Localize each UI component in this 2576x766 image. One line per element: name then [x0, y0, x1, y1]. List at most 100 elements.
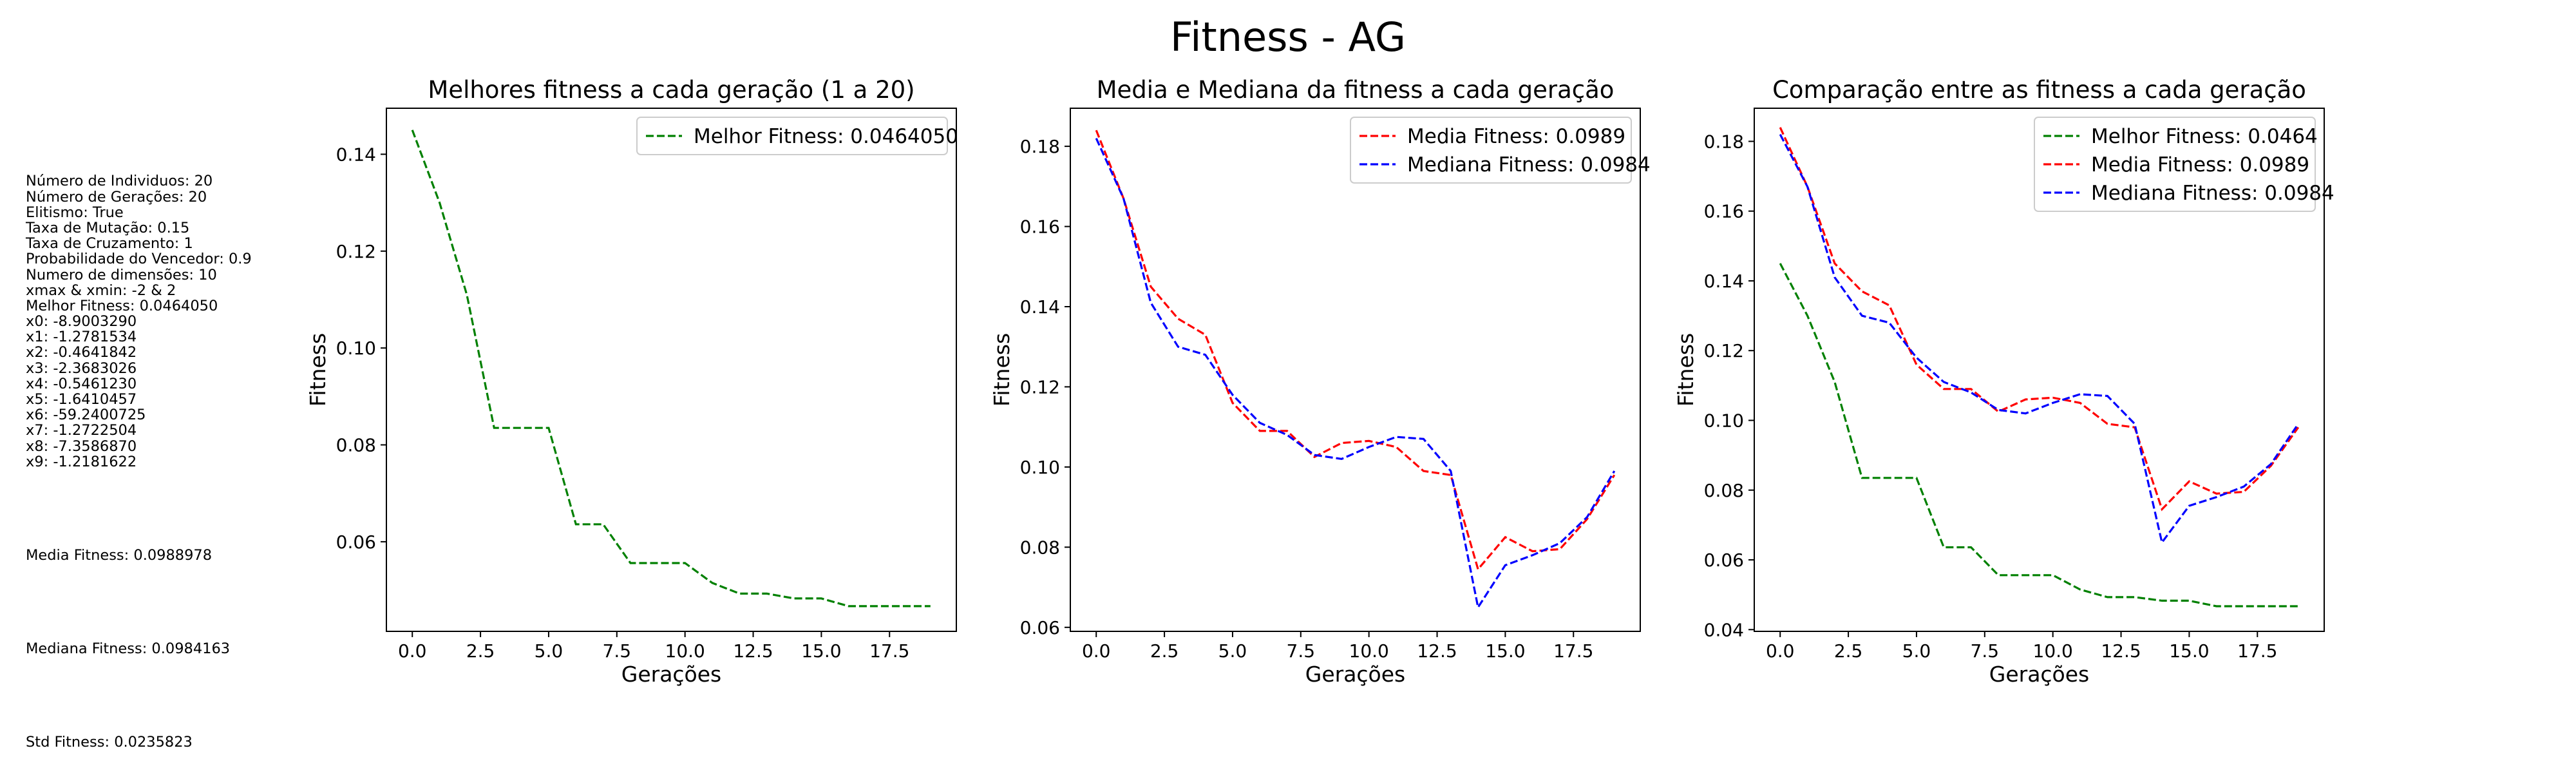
chart-1: Melhores fitness a cada geração (1 a 20)… — [305, 76, 958, 687]
x-tick-label: 2.5 — [466, 640, 495, 662]
y-tick-label: 0.08 — [1704, 480, 1744, 501]
legend-label: Media Fitness: 0.0989 — [2091, 153, 2309, 177]
mediana-fitness-text: Mediana Fitness: 0.0984163 — [26, 640, 231, 658]
parameter-line: Melhor Fitness: 0.0464050 — [26, 297, 218, 314]
x-tick-label: 15.0 — [801, 640, 841, 662]
x-tick-label: 5.0 — [1218, 640, 1247, 662]
x-axis-label: Gerações — [621, 662, 722, 687]
parameter-line: x9: -1.2181622 — [26, 453, 137, 470]
x-tick-label: 12.5 — [2101, 640, 2141, 662]
y-tick-label: 0.08 — [336, 435, 376, 456]
y-tick-label: 0.12 — [336, 241, 376, 262]
parameter-line: x7: -1.2722504 — [26, 422, 137, 439]
x-tick-label: 7.5 — [603, 640, 632, 662]
chart-2: Media e Mediana da fitness a cada geraçã… — [989, 76, 1651, 687]
y-tick-label: 0.06 — [1020, 617, 1060, 638]
y-tick-label: 0.12 — [1704, 340, 1744, 361]
y-tick-label: 0.06 — [1704, 550, 1744, 571]
x-tick-label: 5.0 — [1902, 640, 1931, 662]
y-tick-label: 0.10 — [1704, 410, 1744, 431]
std-fitness-text: Std Fitness: 0.0235823 — [26, 734, 193, 751]
parameter-list: Número de Individuos: 20 Número de Geraçõ… — [26, 173, 252, 470]
parameter-line: x3: -2.3683026 — [26, 359, 137, 377]
chart-3: Comparação entre as fitness a cada geraç… — [1673, 76, 2334, 687]
y-tick-label: 0.16 — [1020, 216, 1060, 238]
legend-label: Mediana Fitness: 0.0984 — [1407, 153, 1651, 177]
parameter-line: Probabilidade do Vencedor: 0.9 — [26, 251, 252, 268]
series-line — [1095, 129, 1616, 571]
x-tick-label: 0.0 — [1766, 640, 1795, 662]
y-tick-label: 0.14 — [336, 144, 376, 165]
y-tick-label: 0.14 — [1704, 271, 1744, 292]
y-axis-label: Fitness — [305, 333, 330, 407]
chart-title: Comparação entre as fitness a cada geraç… — [1772, 76, 2306, 104]
legend-label: Mediana Fitness: 0.0984 — [2091, 182, 2334, 205]
parameter-line: x0: -8.9003290 — [26, 313, 137, 330]
y-tick-label: 0.10 — [336, 338, 376, 359]
parameter-line: Taxa de Mutação: 0.15 — [26, 219, 190, 236]
parameter-summary: Número de Individuos: 20 Número de Geraçõ… — [26, 142, 252, 766]
y-tick-label: 0.18 — [1020, 136, 1060, 157]
y-tick-label: 0.06 — [336, 531, 376, 553]
parameter-line: Taxa de Cruzamento: 1 — [26, 235, 193, 253]
y-axis-label: Fitness — [989, 333, 1014, 407]
x-tick-label: 12.5 — [1417, 640, 1457, 662]
legend-box — [2034, 117, 2316, 212]
chart-title: Media e Mediana da fitness a cada geraçã… — [1097, 76, 1615, 104]
x-tick-label: 0.0 — [398, 640, 427, 662]
plot-frame — [386, 108, 957, 632]
parameter-line: x6: -59.2400725 — [26, 407, 146, 424]
y-tick-label: 0.08 — [1020, 537, 1060, 558]
x-axis-label: Gerações — [1989, 662, 2090, 687]
parameter-line: xmax & xmin: -2 & 2 — [26, 282, 176, 299]
x-tick-label: 5.0 — [535, 640, 564, 662]
parameter-line: Numero de dimensões: 10 — [26, 266, 217, 283]
parameter-line: x4: -0.5461230 — [26, 375, 137, 392]
x-tick-label: 17.5 — [2237, 640, 2277, 662]
legend-box — [636, 117, 948, 155]
y-tick-label: 0.14 — [1020, 296, 1060, 318]
figure-canvas: Melhores fitness a cada geração (1 a 20)… — [305, 76, 2334, 687]
parameter-line: x1: -1.2781534 — [26, 329, 137, 346]
x-tick-label: 7.5 — [1287, 640, 1316, 662]
x-tick-label: 0.0 — [1082, 640, 1111, 662]
legend-label: Melhor Fitness: 0.0464050 — [694, 125, 958, 148]
y-tick-label: 0.10 — [1020, 457, 1060, 478]
x-tick-label: 2.5 — [1150, 640, 1179, 662]
x-tick-label: 2.5 — [1834, 640, 1863, 662]
y-tick-label: 0.04 — [1704, 619, 1744, 640]
parameter-line: x5: -1.6410457 — [26, 391, 137, 408]
x-axis-label: Gerações — [1305, 662, 1406, 687]
legend-label: Melhor Fitness: 0.0464 — [2091, 125, 2318, 148]
series-line — [411, 129, 931, 608]
series-line — [1779, 263, 2298, 608]
legend: Melhor Fitness: 0.0464 Media Fitness: 0.0… — [2034, 117, 2334, 212]
media-fitness-text: Media Fitness: 0.0988978 — [26, 546, 213, 564]
y-axis-label: Fitness — [1673, 333, 1698, 407]
parameter-line: Número de Gerações: 20 — [26, 188, 207, 206]
parameter-line: Número de Individuos: 20 — [26, 173, 213, 190]
x-tick-label: 15.0 — [2169, 640, 2209, 662]
parameter-line: x2: -0.4641842 — [26, 344, 137, 361]
x-tick-label: 15.0 — [1485, 640, 1525, 662]
x-tick-label: 17.5 — [869, 640, 909, 662]
legend-label: Media Fitness: 0.0989 — [1407, 125, 1625, 148]
plot-frame — [1070, 108, 1641, 632]
legend: Melhor Fitness: 0.0464050 — [636, 117, 958, 155]
x-tick-label: 10.0 — [665, 640, 705, 662]
legend: Media Fitness: 0.0989 Mediana Fitness: 0.… — [1350, 117, 1651, 184]
figure-title: Fitness - AG — [1170, 14, 1406, 61]
parameter-line: Elitismo: True — [26, 204, 124, 221]
x-tick-label: 10.0 — [1349, 640, 1389, 662]
plot-frame — [1754, 108, 2325, 632]
y-tick-label: 0.16 — [1704, 201, 1744, 222]
x-tick-label: 10.0 — [2033, 640, 2073, 662]
series-line — [1779, 133, 2300, 545]
x-tick-label: 12.5 — [733, 640, 773, 662]
chart-title: Melhores fitness a cada geração (1 a 20) — [428, 76, 914, 104]
parameter-line: x8: -7.3586870 — [26, 437, 137, 455]
y-tick-label: 0.12 — [1020, 376, 1060, 397]
series-line — [1779, 127, 2300, 512]
x-tick-label: 17.5 — [1553, 640, 1593, 662]
x-tick-label: 7.5 — [1971, 640, 2000, 662]
